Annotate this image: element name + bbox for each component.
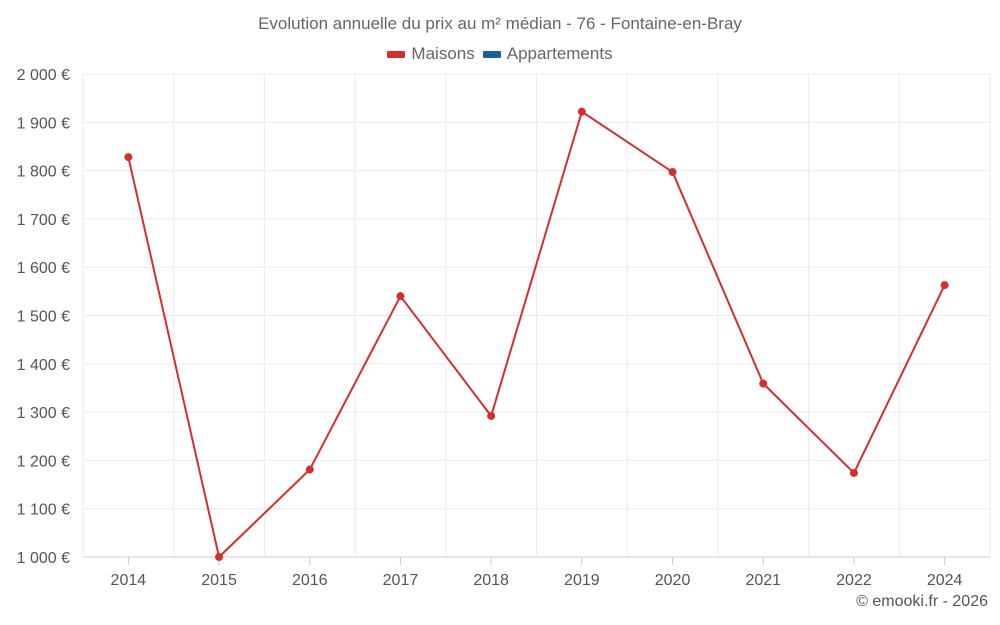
x-tick-label: 2015 [201,572,237,589]
data-point [487,411,496,420]
series-line-maisons [127,110,946,558]
y-tick-label: 1 900 € [17,115,70,132]
chart-title: Evolution annuelle du prix au m² médian … [258,14,742,33]
legend-label-maisons: Maisons [411,44,475,63]
legend-swatch-appartements [482,50,501,58]
data-point [396,292,405,301]
x-tick-label: 2017 [383,572,419,589]
y-tick-label: 1 600 € [17,260,70,277]
x-tick-label: 2024 [927,572,963,589]
x-tick-label: 2018 [473,572,509,589]
y-tick-label: 1 200 € [17,453,70,470]
x-tick-label: 2021 [745,572,781,589]
data-point [124,153,133,162]
data-point [215,553,224,561]
data-point [668,168,677,177]
data-point [577,107,586,116]
data-point [940,281,949,290]
legend-item-maisons[interactable]: Maisons [387,44,475,64]
y-tick-label: 1 700 € [17,212,70,229]
data-point [759,379,768,388]
y-tick-label: 1 800 € [17,164,70,181]
data-point [305,465,314,474]
x-tick-label: 2022 [836,572,872,589]
x-tick-label: 2014 [111,572,147,589]
legend-item-appartements[interactable]: Appartements [482,44,613,64]
y-tick-label: 1 000 € [17,550,70,567]
legend-swatch-maisons [387,50,406,58]
y-tick-label: 1 100 € [17,502,70,519]
y-tick-label: 2 000 € [17,67,70,84]
y-tick-label: 1 300 € [17,405,70,422]
credit-text: © emooki.fr - 2026 [856,593,988,610]
data-point [849,468,858,477]
x-tick-label: 2016 [292,572,328,589]
x-tick-label: 2019 [564,572,600,589]
legend-label-appartements: Appartements [506,44,613,63]
x-tick-label: 2020 [655,572,691,589]
legend: Maisons Appartements [0,44,1000,64]
y-tick-label: 1 500 € [17,309,70,326]
y-tick-label: 1 400 € [17,357,70,374]
